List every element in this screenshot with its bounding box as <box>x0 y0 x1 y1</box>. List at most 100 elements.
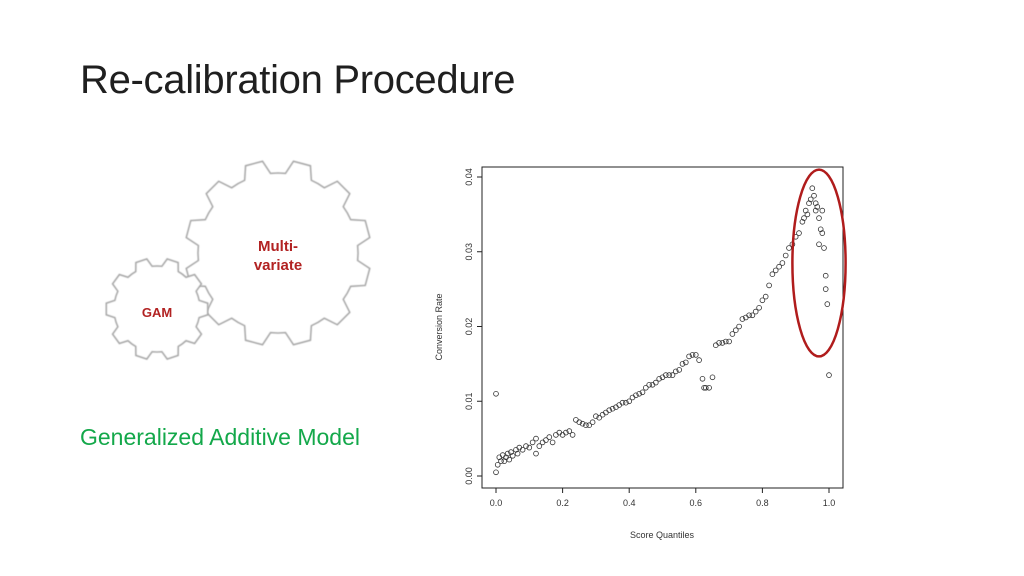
data-points <box>493 185 832 476</box>
data-point <box>586 422 593 429</box>
data-point <box>779 260 786 266</box>
data-point <box>676 367 683 373</box>
data-point <box>749 312 756 319</box>
data-point <box>716 340 722 346</box>
data-point <box>816 241 822 248</box>
data-point <box>576 419 583 426</box>
data-point <box>811 192 817 199</box>
data-point <box>759 297 766 304</box>
caption: Generalized Additive Model <box>80 424 360 450</box>
data-point <box>814 204 821 210</box>
data-point <box>536 443 543 449</box>
y-axis: 0.00 0.01 0.02 0.03 0.04 <box>464 168 482 485</box>
x-tick-label: 0.8 <box>756 498 769 508</box>
x-tick-label: 1.0 <box>823 498 836 508</box>
data-point <box>824 301 831 307</box>
x-tick-label: 0.0 <box>490 498 503 508</box>
data-point <box>782 252 789 259</box>
data-point <box>804 211 811 218</box>
scatter-chart-svg: 0.0 0.2 0.4 0.6 0.8 1.0 0.000.010.020.030.04 … <box>434 166 847 540</box>
data-point <box>663 372 669 378</box>
gears-illustration: Multi- variate GAM <box>100 155 380 365</box>
data-point <box>506 456 513 463</box>
data-point <box>689 352 696 358</box>
data-point <box>593 413 599 420</box>
data-point <box>822 272 829 279</box>
data-point <box>692 352 699 358</box>
data-point <box>556 429 563 436</box>
data-point <box>732 327 739 334</box>
data-point <box>819 230 826 236</box>
data-point <box>494 461 501 468</box>
y-tick-label: 0.04 <box>464 168 474 186</box>
data-point <box>666 372 673 378</box>
data-point <box>639 389 646 396</box>
data-point <box>653 379 659 386</box>
large-gear-label-line2: variate <box>254 257 302 274</box>
data-point <box>776 263 782 270</box>
y-axis-label: Conversion Rate <box>434 293 444 360</box>
data-point <box>526 444 533 451</box>
data-point <box>816 215 822 221</box>
data-point <box>619 399 626 406</box>
x-tick-label: 0.6 <box>690 498 703 508</box>
data-point <box>606 407 613 414</box>
data-point <box>819 207 826 214</box>
data-point <box>546 434 553 440</box>
data-point <box>686 353 692 360</box>
y-tick-label: 0.03 <box>464 243 474 261</box>
scatter-chart: 0.0 0.2 0.4 0.6 0.8 1.0 0.00 0.01 0.02 0.03 0.04 … <box>430 160 860 545</box>
small-gear-outline <box>105 258 209 360</box>
data-point <box>786 245 792 251</box>
data-point <box>722 338 729 345</box>
data-point <box>539 439 546 446</box>
data-point <box>736 323 742 330</box>
data-point <box>559 432 566 438</box>
data-point <box>739 316 746 322</box>
x-tick-label: 0.4 <box>623 498 636 508</box>
data-point <box>699 376 706 382</box>
data-point <box>726 338 732 345</box>
data-point <box>569 432 576 438</box>
slide-title: Re-calibration Procedure <box>80 58 516 102</box>
highlight-ellipse <box>791 168 847 358</box>
data-point <box>762 293 769 300</box>
data-point <box>553 432 559 438</box>
data-point <box>543 437 549 443</box>
data-point <box>656 376 663 382</box>
x-axis: 0.0 0.2 0.4 0.6 0.8 1.0 <box>490 488 836 508</box>
data-point <box>493 391 499 397</box>
large-gear-label-line1: Multi- <box>258 238 298 255</box>
data-point <box>623 399 629 406</box>
data-point <box>809 185 816 192</box>
data-point <box>673 368 679 375</box>
data-point <box>533 435 539 442</box>
data-point <box>801 215 807 221</box>
large-gear-outline <box>185 160 371 346</box>
data-point <box>826 372 832 378</box>
data-point <box>679 361 686 367</box>
y-tick-label: 0.00 <box>464 467 474 485</box>
data-point <box>807 196 814 203</box>
data-point <box>756 305 762 311</box>
data-point <box>812 207 819 214</box>
data-point <box>566 428 573 434</box>
data-point <box>821 245 827 251</box>
data-point <box>702 385 709 391</box>
data-point <box>712 342 719 349</box>
data-point <box>772 267 779 274</box>
data-point <box>626 398 633 405</box>
data-point <box>799 218 806 225</box>
data-point <box>812 200 819 206</box>
data-point <box>579 420 586 427</box>
data-point <box>493 469 499 476</box>
data-point <box>719 340 726 346</box>
data-point <box>596 414 603 421</box>
data-point <box>633 392 639 399</box>
data-point <box>563 429 569 436</box>
data-point <box>766 282 772 289</box>
gears-icon: Multi- variate GAM <box>105 160 371 360</box>
data-point <box>646 382 653 388</box>
data-point <box>504 450 511 457</box>
data-point <box>752 308 759 315</box>
